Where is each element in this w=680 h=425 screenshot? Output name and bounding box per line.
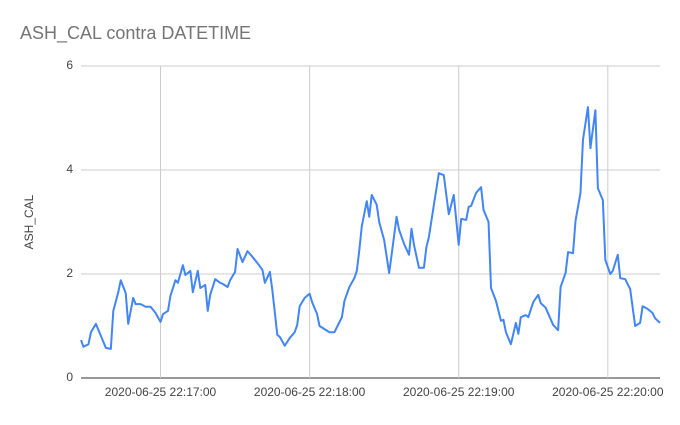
y-tick-label: 2: [66, 266, 73, 280]
x-tick-label: 2020-06-25 22:18:00: [254, 385, 366, 399]
data-line: [80, 106, 661, 350]
chart-title: ASH_CAL contra DATETIME: [20, 23, 251, 44]
y-tick-label: 4: [66, 162, 73, 176]
y-axis-label: ASH_CAL: [22, 194, 36, 249]
x-tick-label: 2020-06-25 22:17:00: [105, 385, 217, 399]
y-tick-label: 6: [66, 58, 73, 72]
x-tick-label: 2020-06-25 22:19:00: [403, 385, 515, 399]
x-tick-label: 2020-06-25 22:20:00: [552, 385, 664, 399]
y-tick-label: 0: [66, 370, 73, 384]
